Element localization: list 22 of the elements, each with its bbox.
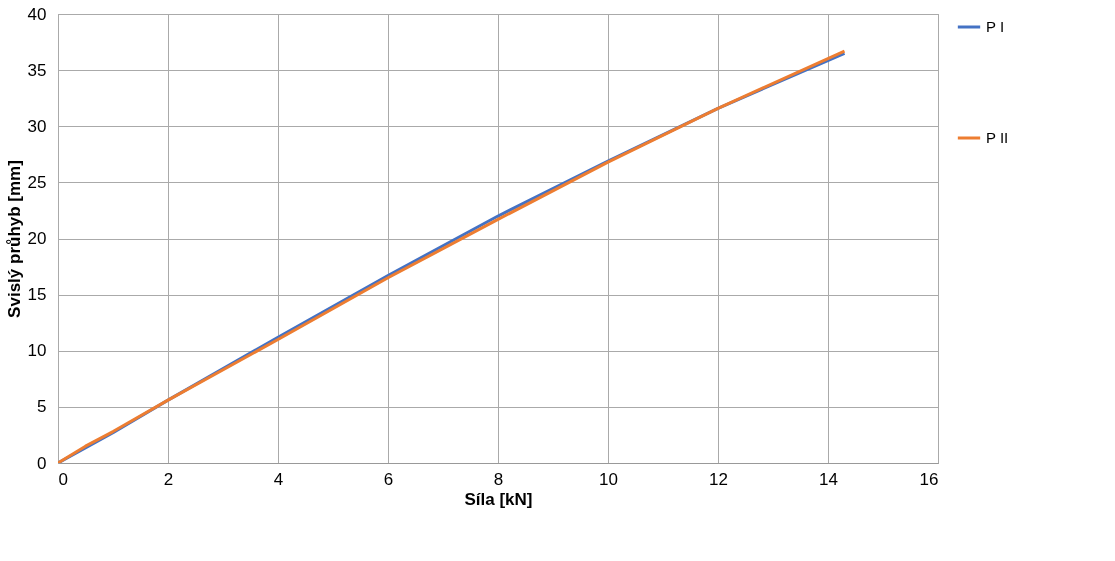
y-tick-label: 25 [27, 172, 47, 192]
x-tick-label: 14 [819, 469, 838, 489]
x-tick-label: 10 [599, 469, 618, 489]
x-tick-label: 4 [273, 469, 284, 489]
x-tick-label: 12 [709, 469, 728, 489]
x-tick-label: 0 [58, 469, 68, 489]
y-tick-label: 15 [27, 285, 47, 305]
legend-label: P I [986, 18, 1005, 35]
x-axis-title: Síla [kN] [464, 489, 533, 509]
y-axis-title: Svislý průhyb [mm] [4, 160, 24, 318]
legend-label: P II [986, 129, 1009, 146]
x-tick-label: 8 [493, 469, 504, 489]
y-tick-label: 10 [27, 341, 47, 361]
x-tick-label: 6 [383, 469, 394, 489]
y-tick-label: 5 [37, 397, 47, 417]
x-tick-label: 16 [919, 469, 939, 489]
y-tick-label: 0 [37, 453, 47, 473]
x-tick-label: 2 [163, 469, 174, 489]
y-tick-label: 40 [27, 4, 47, 24]
y-tick-label: 35 [27, 60, 47, 80]
y-tick-label: 20 [27, 229, 47, 248]
y-tick-label: 30 [27, 116, 47, 136]
